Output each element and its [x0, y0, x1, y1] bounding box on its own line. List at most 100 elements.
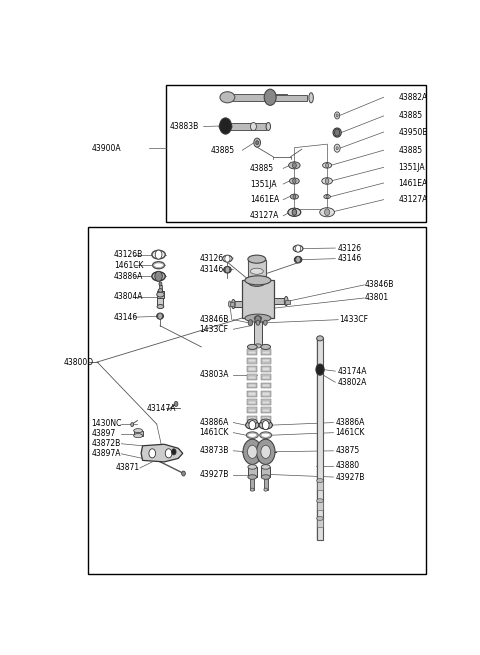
Text: 43802A: 43802A [337, 378, 367, 386]
Text: 43927B: 43927B [335, 472, 365, 481]
Circle shape [131, 422, 133, 426]
Circle shape [251, 122, 256, 130]
Ellipse shape [289, 178, 299, 184]
Bar [254, 318, 262, 346]
Bar [248, 409, 256, 412]
Text: 43886A: 43886A [335, 418, 365, 427]
Text: 43871: 43871 [116, 464, 140, 472]
Ellipse shape [154, 263, 163, 267]
Text: 43883B: 43883B [170, 122, 199, 131]
Ellipse shape [152, 272, 165, 281]
Bar [261, 358, 271, 364]
Text: 43146: 43146 [337, 254, 361, 263]
Text: 43886A: 43886A [200, 418, 229, 427]
Text: 43873B: 43873B [200, 446, 229, 455]
Circle shape [172, 449, 176, 455]
Ellipse shape [254, 344, 262, 348]
Bar [248, 391, 257, 397]
Circle shape [219, 118, 231, 134]
Circle shape [149, 449, 156, 458]
Ellipse shape [264, 488, 267, 491]
Text: 1433CF: 1433CF [339, 315, 368, 324]
Ellipse shape [333, 128, 341, 137]
Ellipse shape [261, 433, 270, 437]
Ellipse shape [224, 267, 231, 273]
Text: 43126: 43126 [200, 253, 224, 263]
Bar [317, 500, 324, 510]
Circle shape [174, 402, 178, 406]
Text: 1430NC: 1430NC [92, 419, 122, 428]
Ellipse shape [248, 255, 266, 263]
Ellipse shape [294, 256, 302, 263]
Ellipse shape [320, 208, 335, 217]
Text: 43885: 43885 [211, 145, 235, 155]
Bar [262, 417, 270, 421]
Bar [317, 339, 324, 540]
Ellipse shape [220, 92, 235, 103]
Text: 1461CK: 1461CK [200, 428, 229, 437]
Ellipse shape [245, 276, 271, 285]
Text: 43846B: 43846B [200, 315, 229, 324]
Bar [262, 351, 270, 354]
Bar [248, 367, 256, 371]
Text: 43897A: 43897A [92, 449, 121, 458]
Ellipse shape [288, 208, 301, 216]
Text: 1433CF: 1433CF [200, 325, 228, 334]
Circle shape [158, 313, 162, 319]
Circle shape [159, 282, 162, 286]
Text: 43146: 43146 [200, 265, 224, 274]
Bar [248, 401, 256, 404]
Circle shape [249, 421, 256, 430]
Ellipse shape [288, 208, 300, 216]
Bar [229, 94, 287, 102]
Ellipse shape [288, 162, 300, 169]
Bar [248, 366, 257, 372]
Text: 1461CK: 1461CK [335, 428, 365, 437]
Bar [156, 291, 164, 298]
Text: 43126: 43126 [337, 244, 361, 253]
Bar [133, 430, 143, 436]
Bar [261, 349, 271, 355]
Bar [241, 280, 274, 318]
Circle shape [324, 209, 330, 215]
Circle shape [326, 195, 328, 198]
Bar [261, 407, 271, 413]
Text: 43885: 43885 [250, 164, 274, 173]
Circle shape [296, 257, 300, 263]
Text: 1351JA: 1351JA [250, 179, 276, 189]
Ellipse shape [317, 479, 324, 483]
Ellipse shape [228, 301, 231, 307]
Ellipse shape [251, 488, 254, 491]
Circle shape [336, 114, 338, 117]
Ellipse shape [246, 432, 258, 438]
Circle shape [248, 320, 252, 326]
Text: 1461CK: 1461CK [114, 261, 144, 270]
Ellipse shape [248, 464, 257, 469]
Polygon shape [141, 444, 183, 462]
Text: 43872B: 43872B [92, 440, 121, 448]
Bar [248, 384, 256, 387]
Bar [285, 300, 289, 304]
Text: 43875: 43875 [335, 446, 360, 455]
Circle shape [336, 147, 338, 150]
Bar [261, 374, 271, 380]
Circle shape [256, 141, 259, 145]
Circle shape [292, 209, 297, 215]
Circle shape [325, 179, 329, 183]
Ellipse shape [249, 279, 265, 286]
Bar [270, 95, 307, 101]
Text: 43897: 43897 [92, 429, 116, 438]
Text: 1351JA: 1351JA [398, 163, 425, 172]
Bar [264, 477, 267, 490]
Bar [261, 467, 270, 477]
Ellipse shape [248, 433, 257, 437]
Text: 43147A: 43147A [146, 404, 176, 413]
Ellipse shape [260, 432, 272, 438]
Bar [261, 416, 271, 422]
Bar [262, 376, 270, 379]
Text: 43127A: 43127A [398, 195, 428, 204]
Circle shape [264, 320, 267, 326]
Ellipse shape [248, 345, 257, 349]
Ellipse shape [293, 245, 303, 252]
Ellipse shape [259, 421, 273, 429]
